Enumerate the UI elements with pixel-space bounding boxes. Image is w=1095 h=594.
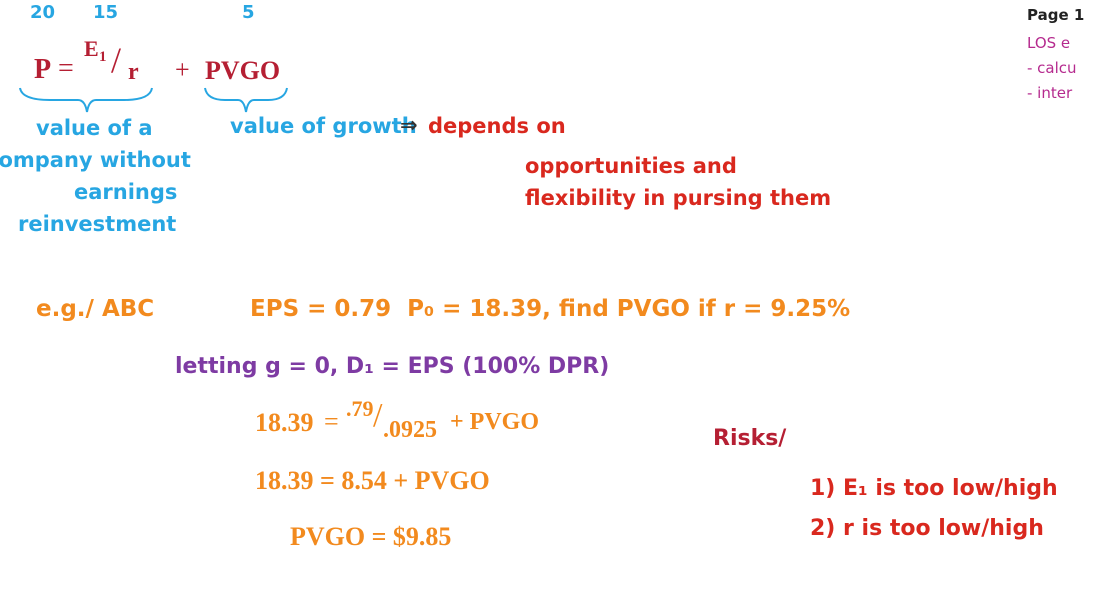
note: reinvestment <box>18 212 177 236</box>
step1-slash: / <box>373 397 383 434</box>
formula-eq: = <box>58 53 74 84</box>
sidebar-item: - calcu <box>1027 59 1077 77</box>
formula-denominator: r <box>128 59 139 85</box>
risk-item: 2) r is too low/high <box>810 516 1044 541</box>
formula-slash: / <box>111 40 122 80</box>
step1-den: .0925 <box>383 417 437 443</box>
number: 15 <box>93 2 119 23</box>
brace-right <box>204 87 288 113</box>
note: company without <box>0 148 191 172</box>
formula-plus: + <box>175 55 190 84</box>
number: 20 <box>30 2 56 23</box>
step1-rest: + PVGO <box>450 409 540 435</box>
growth-text: flexibility in pursing them <box>525 186 832 210</box>
risks-title: Risks/ <box>713 426 787 451</box>
sidebar-item: - inter <box>1027 84 1073 102</box>
formula-pvgo: PVGO <box>205 56 281 85</box>
number: 5 <box>242 2 255 23</box>
brace-left <box>19 87 153 113</box>
sidebar-title: Page 1 <box>1027 6 1085 24</box>
example-given: EPS = 0.79 P₀ = 18.39, find PVGO if r = … <box>250 296 851 322</box>
growth-text: opportunities and <box>525 154 737 178</box>
formula-numerator: E <box>84 36 99 61</box>
sidebar-los: LOS e <box>1027 34 1071 52</box>
step1-num: .79 <box>346 396 374 421</box>
formula-lhs: P <box>34 54 52 85</box>
growth-text: depends on <box>428 114 566 138</box>
note: earnings <box>74 180 178 204</box>
arrow: ⇒ <box>400 113 418 137</box>
growth-label: value of growth <box>230 114 417 138</box>
step3: PVGO = $9.85 <box>290 522 452 551</box>
example-assumption: letting g = 0, D₁ = EPS (100% DPR) <box>175 354 610 379</box>
formula-subscript: 1 <box>99 49 107 65</box>
step2: 18.39 = 8.54 + PVGO <box>255 466 490 495</box>
step1-eq: = <box>324 407 339 436</box>
risk-item: 1) E₁ is too low/high <box>810 476 1058 501</box>
step1-lhs: 18.39 <box>255 408 314 437</box>
example-label: e.g./ ABC <box>36 296 155 322</box>
note: value of a <box>36 116 153 140</box>
